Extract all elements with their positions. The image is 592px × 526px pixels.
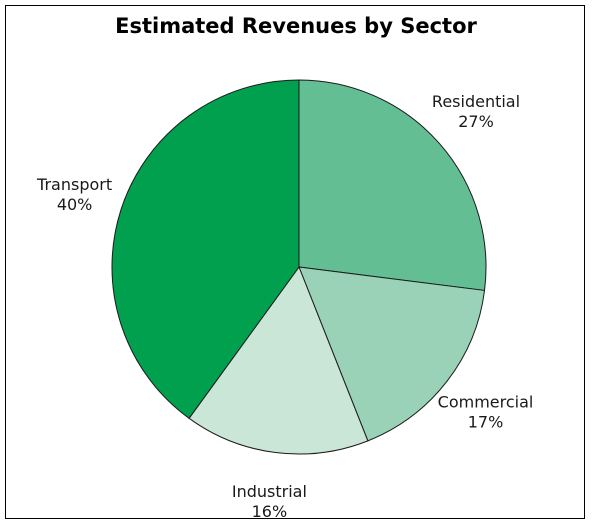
slice-label-industrial: Industrial 16% <box>232 482 307 521</box>
slice-label-commercial: Commercial 17% <box>438 393 534 432</box>
pie-slices <box>111 79 487 455</box>
slice-label-value: 40% <box>57 195 93 214</box>
slice-label-value: 17% <box>468 413 504 432</box>
slice-label-transport: Transport 40% <box>36 175 112 214</box>
pie-slice-industrial <box>188 266 369 455</box>
slice-label-residential: Residential 27% <box>432 92 520 131</box>
pie-slice-transport <box>111 79 300 419</box>
slice-label-name: Residential <box>432 92 520 111</box>
pie-slice-commercial <box>298 266 486 442</box>
slice-label-value: 27% <box>458 112 494 131</box>
slice-label-name: Industrial <box>232 482 307 501</box>
chart-title: Estimated Revenues by Sector <box>115 14 477 38</box>
slice-label-name: Transport <box>36 175 112 194</box>
pie-labels: Residential 27% Commercial 17% Industrial 16%… <box>36 92 533 521</box>
pie-slice-residential <box>298 79 487 291</box>
slice-label-value: 16% <box>252 502 288 521</box>
slice-label-name: Commercial <box>438 393 534 412</box>
